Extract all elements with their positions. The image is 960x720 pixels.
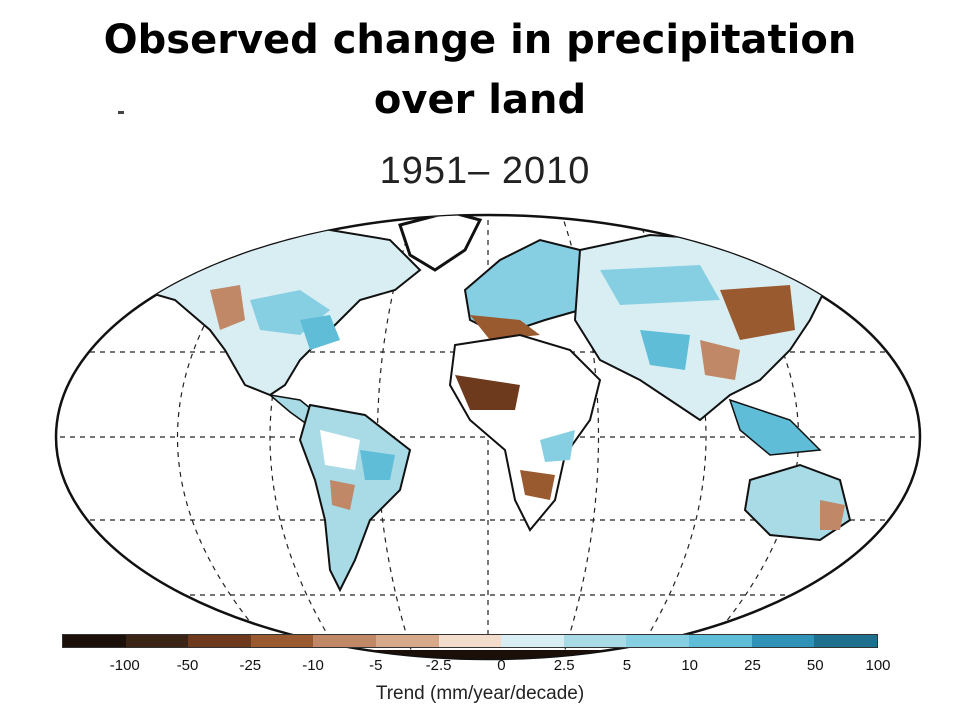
legend-swatch-1 [125, 635, 189, 647]
southeast-asia [728, 398, 822, 456]
legend-tick-label: -25 [239, 657, 262, 674]
legend-swatch-9 [626, 635, 690, 647]
legend-swatch-12 [814, 635, 877, 647]
legend-swatch-10 [689, 635, 752, 647]
legend-tick-label: 0 [497, 657, 506, 674]
legend-swatch-3 [250, 635, 314, 647]
legend-axis-label: Trend (mm/year/decade) [375, 683, 585, 704]
legend-tick-label: -2.5 [425, 657, 452, 674]
period-label: 1951– 2010 [379, 150, 591, 192]
legend-swatch-0 [63, 635, 126, 647]
legend-tick-label: -100 [109, 657, 140, 674]
land-masses [139, 215, 897, 659]
legend-tick-label: 5 [622, 657, 632, 674]
legend-color-bar [62, 634, 878, 648]
legend-tick-label: -50 [176, 657, 199, 674]
legend-tick-label: 10 [681, 657, 699, 674]
legend-tick-label: 2.5 [553, 657, 575, 674]
bullet-dot [118, 111, 124, 114]
legend-swatch-8 [563, 635, 627, 647]
legend-swatch-11 [751, 635, 815, 647]
legend-tick-label: -10 [302, 657, 324, 674]
legend-tick-label: 50 [806, 657, 824, 674]
slide-title-line-2: over land [373, 77, 587, 123]
greenland [398, 215, 483, 272]
legend-swatch-7 [501, 635, 564, 647]
legend-tick-label: -5 [369, 657, 383, 674]
legend-tick-label: 100 [865, 657, 891, 674]
legend-swatch-6 [438, 635, 502, 647]
slide-title: Observed change in precipitation over la… [0, 10, 960, 130]
legend-tick-labels: -100 -50 -25 -10 -5 -2.5 0 2.5 5 10 25 50 100 [62, 657, 891, 677]
legend-swatch-2 [188, 635, 251, 647]
legend-swatch-5 [376, 635, 439, 647]
legend-tick-label: 25 [744, 657, 761, 674]
slide-title-line-1: Observed change in precipitation [103, 17, 857, 63]
legend-swatch-4 [313, 635, 377, 647]
